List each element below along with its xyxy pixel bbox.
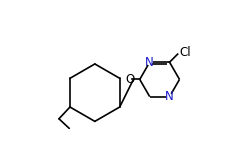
Text: N: N (165, 90, 173, 103)
Text: Cl: Cl (179, 46, 190, 59)
Text: N: N (145, 56, 153, 69)
Text: O: O (125, 73, 134, 86)
